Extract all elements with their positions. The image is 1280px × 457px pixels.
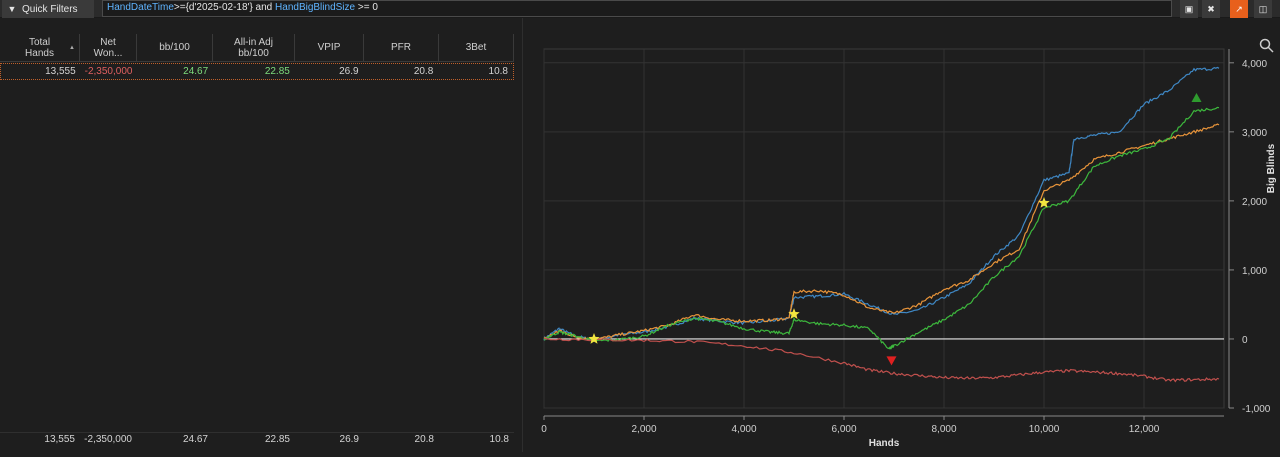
filter-token: >= 0 (355, 2, 378, 13)
table-row[interactable]: 13,555 -2,350,000 24.67 22.85 26.9 20.8 10.8 (0, 63, 514, 80)
chart-view-button[interactable]: ↗ (1230, 0, 1248, 18)
triangle-up-marker (1191, 93, 1202, 103)
x-tick-label: 0 (541, 424, 547, 435)
column-header[interactable]: 3Bet (439, 34, 514, 61)
x-tick-label: 6,000 (831, 424, 856, 435)
table-cell: 20.8 (413, 66, 434, 77)
column-header[interactable]: bb/100 (137, 34, 213, 61)
x-tick-label: 2,000 (631, 424, 656, 435)
filter-icon: ▼ (7, 4, 17, 14)
filter-expression-input[interactable]: HandDateTime>={d'2025-02-18'} and HandBi… (102, 0, 1172, 17)
table-cell: 13,555 (44, 434, 75, 445)
toolbar: ▼ Quick Filters HandDateTime>={d'2025-02… (0, 0, 1280, 18)
table-cell: 26.9 (339, 66, 359, 77)
clear-icon: ✖ (1207, 3, 1215, 14)
column-header[interactable]: PFR (364, 34, 439, 61)
sort-ascending-icon: ▲ (69, 45, 75, 51)
table-cell: 24.67 (182, 434, 208, 445)
filter-token: >={d'2025-02-18'} and (173, 2, 276, 13)
x-tick-label: 10,000 (1029, 424, 1060, 435)
y-tick-label: 2,000 (1242, 197, 1267, 208)
x-tick-label: 4,000 (731, 424, 756, 435)
y-tick-label: 3,000 (1242, 128, 1267, 139)
filter-token: HandDateTime (107, 2, 174, 13)
column-header[interactable]: VPIP (295, 34, 364, 61)
x-tick-label: 8,000 (931, 424, 956, 435)
table-cell: 10.8 (488, 66, 508, 77)
save-filter-button[interactable]: ▣ (1180, 0, 1198, 18)
y-tick-label: -1,000 (1242, 404, 1271, 415)
series-line (543, 123, 1220, 342)
column-header[interactable]: Net Won... (80, 34, 137, 61)
chart-icon: ↗ (1235, 3, 1243, 14)
y-tick-label: 1,000 (1242, 266, 1267, 277)
panel-splitter[interactable] (522, 18, 523, 452)
quick-filters-label: Quick Filters (22, 3, 78, 15)
y-tick-label: 0 (1242, 335, 1248, 346)
zoom-icon[interactable] (1259, 38, 1274, 53)
x-tick-label: 12,000 (1129, 424, 1160, 435)
grid-totals-row: 13,555 -2,350,000 24.67 22.85 26.9 20.8 10.8 (0, 432, 514, 446)
series-line (543, 66, 1220, 343)
star-marker (788, 308, 800, 319)
x-axis-label: Hands (869, 438, 900, 449)
table-cell: 22.85 (264, 434, 290, 445)
table-cell: 26.9 (339, 434, 359, 445)
table-cell: 24.67 (183, 66, 209, 77)
column-header[interactable]: Total Hands ▲ (0, 34, 80, 61)
graph-panel: 0 2,000 4,000 6,000 8,000 10,000 12,000 -1,000 0… (524, 34, 1280, 452)
layout-toggle-button[interactable]: ◫ (1254, 0, 1272, 18)
clear-filter-button[interactable]: ✖ (1202, 0, 1220, 18)
y-axis-label: Big Blinds (1266, 143, 1277, 193)
layout-icon: ◫ (1258, 3, 1268, 14)
triangle-down-marker (886, 356, 897, 366)
table-cell: 20.8 (414, 434, 434, 445)
table-cell: 13,555 (45, 66, 76, 77)
series-line (543, 337, 1220, 383)
filter-token: HandBigBlindSize (275, 2, 356, 13)
star-marker (1038, 197, 1050, 208)
series-line (543, 106, 1220, 350)
star-marker (588, 333, 600, 344)
quick-filters-button[interactable]: ▼ Quick Filters (2, 0, 94, 18)
grid-header: Total Hands ▲ Net Won... bb/100 All-in Adj bb/1… (0, 34, 514, 62)
table-cell: -2,350,000 (84, 434, 132, 445)
table-cell: -2,350,000 (84, 66, 133, 77)
table-cell: 10.8 (489, 434, 509, 445)
winnings-chart: 0 2,000 4,000 6,000 8,000 10,000 12,000 -1,000 0… (541, 38, 1277, 449)
plot-area (543, 48, 1225, 409)
stats-grid: Total Hands ▲ Net Won... bb/100 All-in Adj bb/1… (0, 34, 514, 446)
save-icon: ▣ (1184, 3, 1194, 14)
column-header[interactable]: All-in Adj bb/100 (213, 34, 295, 61)
y-tick-label: 4,000 (1242, 59, 1267, 70)
table-cell: 22.85 (264, 66, 290, 77)
